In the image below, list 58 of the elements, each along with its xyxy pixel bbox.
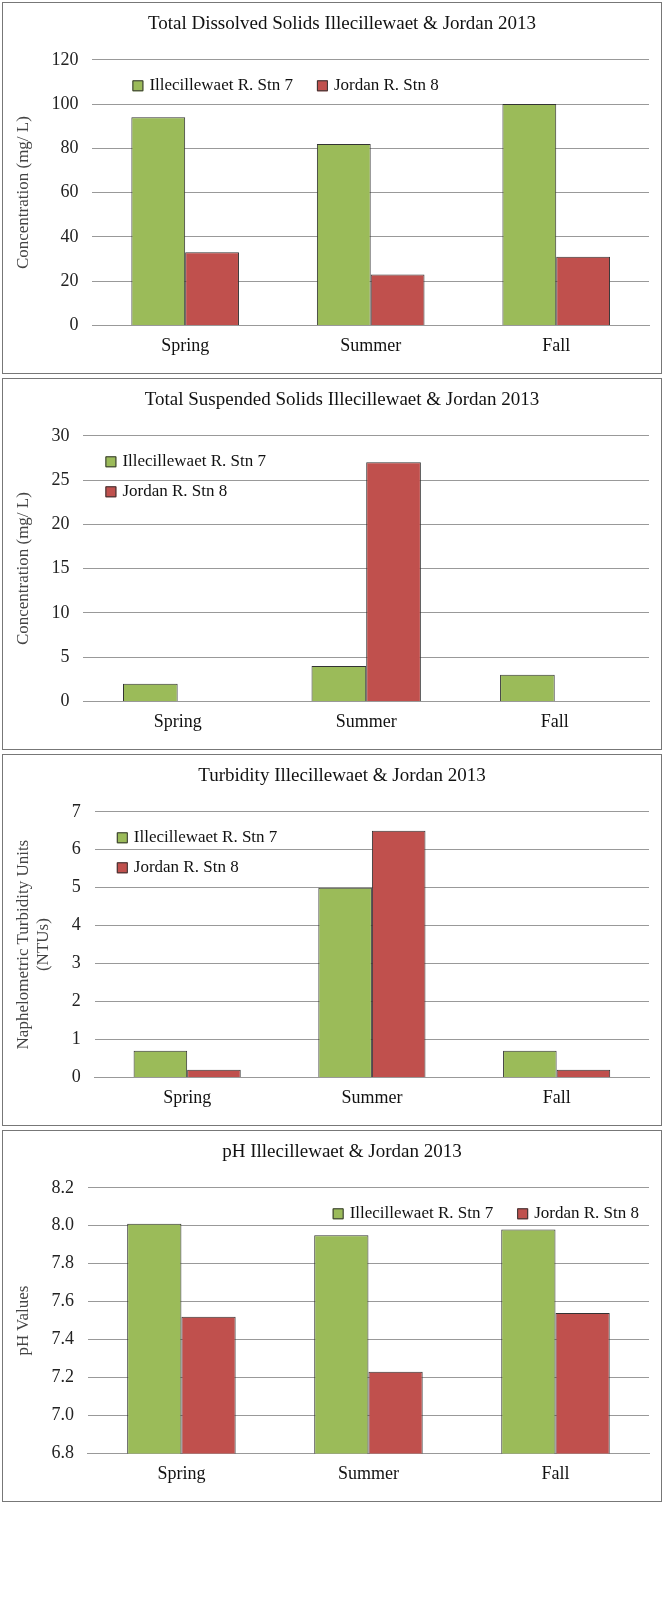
x-tick-label: Fall: [542, 334, 571, 355]
y-tick-label: 7.4: [51, 1328, 74, 1349]
y-tick-label: 3: [71, 952, 81, 973]
x-tick-label: Spring: [153, 710, 202, 731]
y-axis-title: Concentration (mg/ L): [12, 116, 32, 270]
x-tick-label: Summer: [337, 1462, 399, 1483]
y-tick-label: 60: [60, 181, 79, 202]
y-tick-label: 8.0: [51, 1214, 74, 1235]
legend-label: Jordan R. Stn 8: [122, 481, 228, 501]
y-tick-label: 80: [60, 137, 79, 158]
y-tick-label: 4: [71, 914, 81, 935]
y-tick-label: 7.6: [51, 1290, 74, 1311]
y-axis-title: Naphelometric Turbidity Units (NTUs): [12, 839, 53, 1050]
y-tick-label: 15: [51, 557, 70, 578]
y-tick-label: 10: [51, 601, 70, 622]
x-tick-label: Summer: [340, 334, 402, 355]
y-tick-label: 8.2: [51, 1176, 74, 1197]
x-tick-label: Spring: [157, 1462, 206, 1483]
y-tick-label: 0: [60, 690, 70, 711]
chart-title: Turbidity Illecillewaet & Jordan 2013: [197, 763, 487, 787]
legend-label: Illecillewaet R. Stn 7: [349, 1203, 494, 1223]
y-tick-label: 7: [71, 800, 81, 821]
y-tick-label: 5: [71, 876, 81, 897]
x-tick-label: Fall: [542, 1086, 571, 1107]
legend-label: Jordan R. Stn 8: [534, 1203, 639, 1223]
y-tick-label: 25: [51, 468, 70, 489]
y-tick-label: 0: [69, 314, 79, 335]
y-tick-label: 120: [51, 48, 79, 69]
y-axis-title: pH Values: [12, 1285, 32, 1356]
y-tick-label: 5: [60, 645, 70, 666]
x-tick-label: Fall: [540, 710, 569, 731]
legend-label: Illecillewaet R. Stn 7: [122, 451, 267, 471]
y-tick-label: 2: [71, 990, 81, 1011]
x-tick-label: Spring: [161, 334, 210, 355]
y-tick-label: 1: [71, 1028, 81, 1049]
x-tick-label: Summer: [335, 710, 397, 731]
x-tick-label: Fall: [541, 1462, 570, 1483]
chart-title: Total Suspended Solids Illecillewaet & Jordan 2013: [143, 387, 541, 411]
legend-label: Jordan R. Stn 8: [333, 75, 439, 95]
y-tick-label: 0: [71, 1066, 81, 1087]
x-tick-label: Summer: [341, 1086, 403, 1107]
chart-title: pH Illecillewaet & Jordan 2013: [221, 1139, 463, 1163]
y-axis-title: Concentration (mg/ L): [12, 492, 32, 646]
legend-label: Illecillewaet R. Stn 7: [149, 75, 294, 95]
legend-label: Illecillewaet R. Stn 7: [133, 827, 278, 847]
x-tick-label: Spring: [163, 1086, 212, 1107]
y-tick-label: 30: [51, 424, 70, 445]
legend-label: Jordan R. Stn 8: [133, 857, 239, 877]
y-tick-label: 7.8: [51, 1252, 74, 1273]
y-tick-label: 7.0: [51, 1404, 74, 1425]
chart-title: Total Dissolved Solids Illecillewaet & Jordan 2013: [146, 11, 538, 35]
y-tick-label: 6: [71, 838, 81, 859]
y-tick-label: 20: [60, 269, 79, 290]
y-tick-label: 20: [51, 513, 70, 534]
y-tick-label: 100: [51, 92, 79, 113]
y-tick-label: 40: [60, 225, 79, 246]
y-tick-label: 6.8: [51, 1442, 74, 1463]
y-tick-label: 7.2: [51, 1366, 74, 1387]
